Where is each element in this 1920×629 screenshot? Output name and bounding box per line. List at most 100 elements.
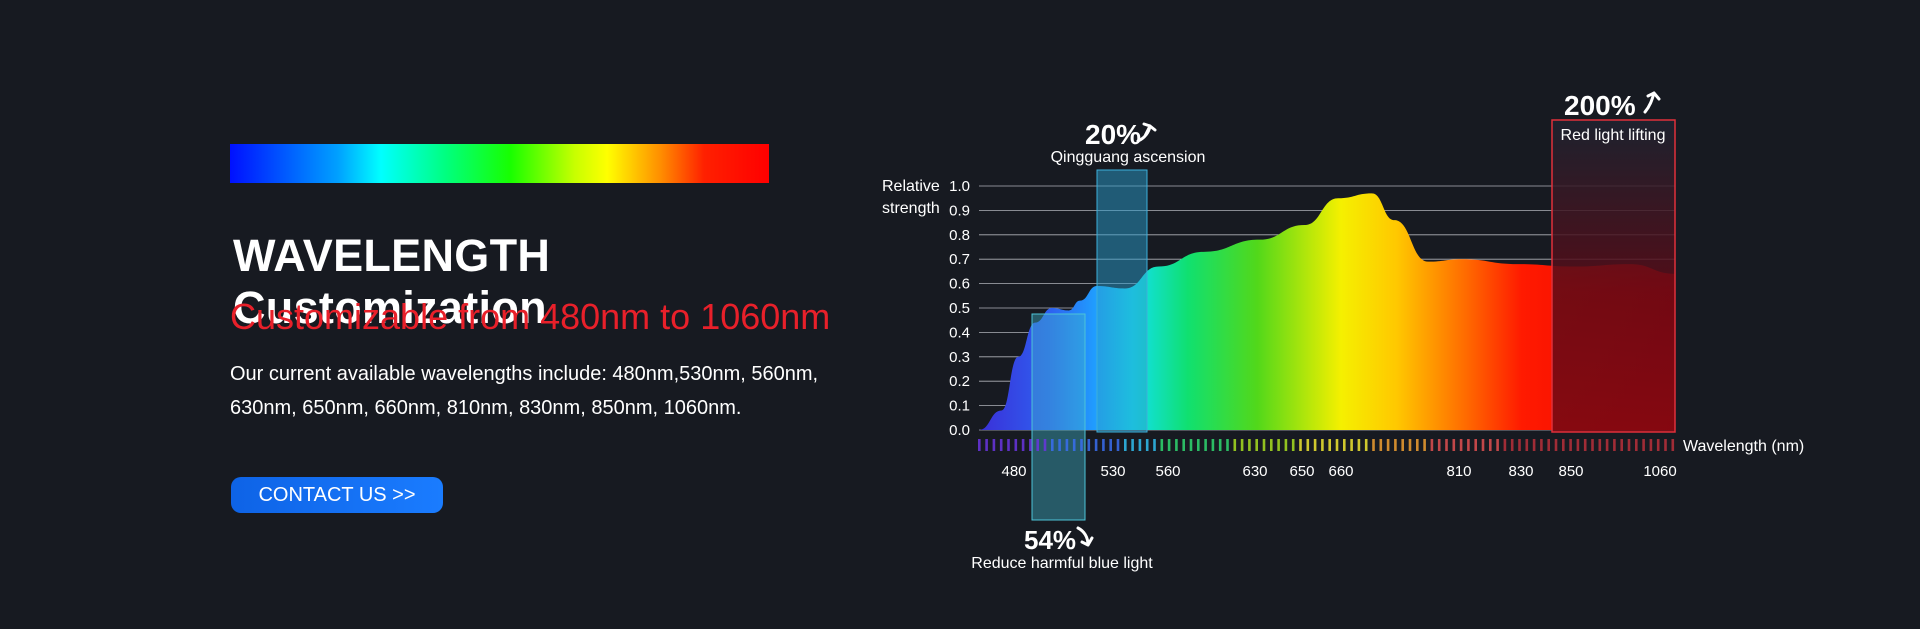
wavelength-tick	[1423, 439, 1426, 451]
y-tick-label: 0.1	[949, 398, 970, 415]
wavelength-tick	[1233, 439, 1237, 451]
y-tick-label: 0.7	[949, 251, 970, 268]
wavelength-tick	[1386, 439, 1390, 451]
red-light-box	[1551, 119, 1676, 433]
x-tick-label: 810	[1446, 463, 1471, 480]
wavelength-tick	[1583, 439, 1587, 451]
x-tick-label: 850	[1558, 463, 1583, 480]
wavelength-tick	[1240, 439, 1244, 451]
contact-us-button[interactable]: CONTACT US >>	[231, 477, 443, 513]
x-tick-label: 560	[1155, 463, 1180, 480]
red-lift-value: 200%	[1564, 90, 1636, 121]
wavelength-tick	[1554, 439, 1558, 451]
wavelength-tick	[1569, 439, 1572, 451]
arrow-up-icon	[1643, 91, 1661, 114]
wavelength-tick	[1284, 439, 1288, 451]
wavelength-tick	[1562, 439, 1565, 451]
wavelength-tick	[1021, 439, 1025, 451]
wavelength-tick	[1576, 439, 1580, 451]
wavelength-tick	[999, 439, 1003, 451]
wavelength-tick	[1372, 439, 1375, 451]
x-tick-label: 480	[1001, 463, 1026, 480]
wavelength-tick	[1043, 439, 1047, 451]
wavelength-tick	[1430, 439, 1434, 451]
wavelength-tick	[1642, 439, 1645, 451]
y-tick-label: 1.0	[949, 178, 970, 195]
wavelength-tick	[1481, 439, 1485, 451]
x-tick-label: 1060	[1643, 463, 1676, 480]
x-tick-label: 650	[1289, 463, 1314, 480]
wavelength-tick	[1350, 439, 1353, 451]
wavelength-tick	[1437, 439, 1441, 451]
x-axis-label: Wavelength (nm)	[1683, 438, 1804, 455]
wavelength-tick	[1547, 439, 1550, 451]
wavelength-tick	[1452, 439, 1456, 451]
wavelength-tick	[1408, 439, 1412, 451]
wavelength-tick	[1204, 439, 1207, 451]
wavelength-tick	[1175, 439, 1178, 451]
wavelength-tick	[1255, 439, 1258, 451]
spectrum-color-bar	[230, 144, 769, 183]
wavelength-tick	[1620, 439, 1623, 451]
wavelength-tick	[1379, 439, 1383, 451]
wavelength-tick	[1598, 439, 1602, 451]
wavelength-tick	[1007, 439, 1010, 451]
x-tick-label: 830	[1508, 463, 1533, 480]
wavelength-description: Our current available wavelengths includ…	[230, 357, 870, 425]
wavelength-tick	[1270, 439, 1273, 451]
y-tick-label: 0.3	[949, 349, 970, 366]
wavelength-tick	[1094, 439, 1098, 451]
wavelength-tick	[1051, 439, 1054, 451]
wavelength-tick	[1116, 439, 1120, 451]
y-tick-label: 0.9	[949, 202, 970, 219]
wavelength-tick	[1197, 439, 1200, 451]
wavelength-tick	[1160, 439, 1164, 451]
wavelength-tick	[1635, 439, 1638, 451]
wavelength-tick	[1335, 439, 1339, 451]
wavelength-tick	[1613, 439, 1616, 451]
wavelength-tick	[985, 439, 988, 451]
wavelength-tick	[1503, 439, 1507, 451]
arrow-down-icon	[1076, 526, 1094, 547]
wavelength-tick	[1525, 439, 1529, 451]
y-axis-label: Relative	[882, 178, 940, 195]
wavelength-tick	[1401, 439, 1404, 451]
spectrum-area	[979, 193, 1675, 430]
wavelength-tick	[1087, 439, 1091, 451]
wavelength-tick	[1416, 439, 1419, 451]
blue-reduction-box	[1031, 313, 1086, 521]
y-tick-label: 0.6	[949, 276, 970, 293]
wavelength-tick	[1102, 439, 1105, 451]
y-axis-label: strength	[882, 200, 940, 217]
wavelength-tick	[992, 439, 996, 451]
wavelength-tick	[1364, 439, 1368, 451]
red-lift-label: Red light lifting	[1561, 127, 1666, 144]
wavelength-tick	[1664, 439, 1667, 451]
wavelength-tick	[1167, 439, 1171, 451]
wavelength-tick	[1080, 439, 1083, 451]
wavelength-tick	[1313, 439, 1317, 451]
wavelength-tick	[1343, 439, 1346, 451]
wavelength-tick	[1591, 439, 1594, 451]
y-tick-label: 0.8	[949, 227, 970, 244]
blue-reduction-value: 54%	[1024, 525, 1076, 555]
page-title: WAVELENGTH Customization	[233, 230, 551, 333]
y-tick-label: 0.5	[949, 300, 970, 317]
wavelength-tick	[1036, 439, 1039, 451]
wavelength-tick	[1474, 439, 1477, 451]
wavelength-tick	[1218, 439, 1222, 451]
blue-reduction-label: Reduce harmful blue light	[971, 555, 1153, 572]
wavelength-tick	[1014, 439, 1018, 451]
wavelength-tick	[1182, 439, 1185, 451]
y-tick-label: 0.4	[949, 324, 970, 341]
wavelength-tick	[1248, 439, 1251, 451]
wavelength-tick	[1291, 439, 1295, 451]
arrow-up-icon	[1136, 122, 1157, 143]
wavelength-tick	[1029, 439, 1032, 451]
description-line-1: Our current available wavelengths includ…	[230, 363, 819, 385]
wavelength-tick	[1510, 439, 1514, 451]
wavelength-tick	[1299, 439, 1302, 451]
wavelength-tick	[1656, 439, 1660, 451]
wavelength-tick	[1189, 439, 1193, 451]
description-line-2: 630nm, 650nm, 660nm, 810nm, 830nm, 850nm…	[230, 397, 742, 419]
